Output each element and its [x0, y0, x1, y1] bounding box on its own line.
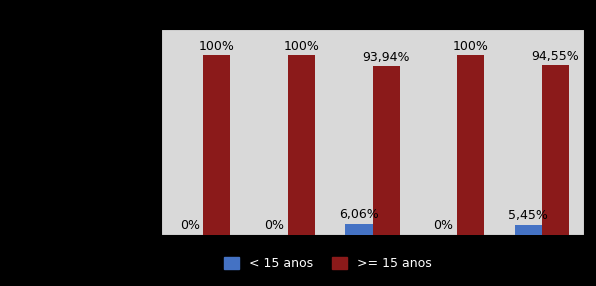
Bar: [346, 224, 372, 235]
Text: 0%: 0%: [265, 219, 284, 232]
Bar: [457, 55, 484, 235]
Text: 5,45%: 5,45%: [508, 209, 548, 222]
Text: 6,06%: 6,06%: [339, 208, 379, 221]
Text: 0%: 0%: [434, 219, 454, 232]
Text: 94,55%: 94,55%: [532, 49, 579, 63]
Bar: [542, 65, 569, 235]
Text: 100%: 100%: [284, 40, 319, 53]
Bar: [288, 55, 315, 235]
Text: 0%: 0%: [180, 219, 200, 232]
Text: 100%: 100%: [453, 40, 489, 53]
Bar: [203, 55, 230, 235]
Text: 100%: 100%: [199, 40, 235, 53]
Text: 93,94%: 93,94%: [362, 51, 410, 63]
Bar: [372, 66, 399, 235]
Legend: < 15 anos, >= 15 anos: < 15 anos, >= 15 anos: [221, 253, 435, 274]
Bar: [515, 225, 542, 235]
